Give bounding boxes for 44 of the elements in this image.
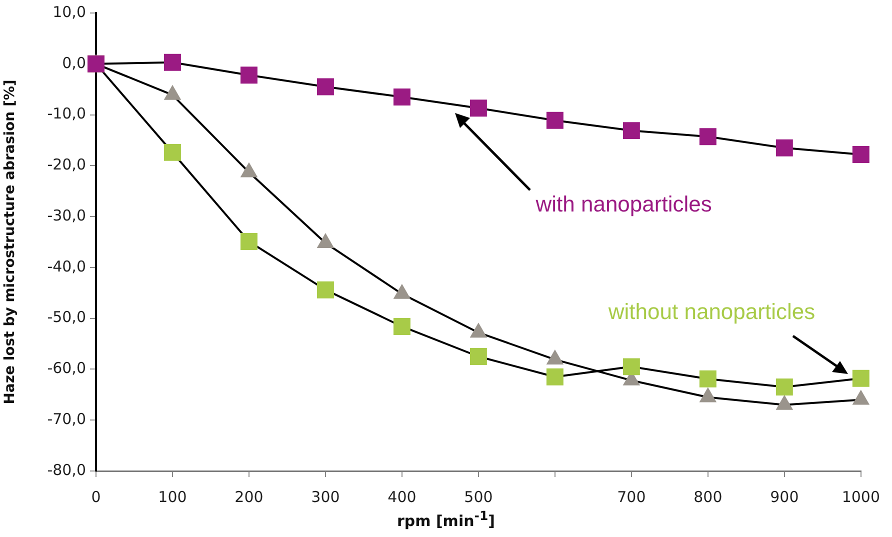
point <box>852 146 870 163</box>
point <box>164 54 181 71</box>
x-axis-title: rpm [min$^{-1}$] <box>396 508 496 530</box>
y-tick-label: -80,0 <box>47 460 86 479</box>
series-label: without nanoparticles <box>607 299 816 324</box>
y-tick-label: -50,0 <box>47 308 86 326</box>
x-tick-label: 100 <box>158 488 187 506</box>
point <box>393 88 410 106</box>
point <box>699 370 716 388</box>
point <box>393 318 410 335</box>
point <box>470 348 487 365</box>
y-tick-label: -20,0 <box>47 156 86 174</box>
x-tick-label: 700 <box>617 488 646 506</box>
x-tick-label: 800 <box>694 488 722 506</box>
point <box>622 358 640 376</box>
x-tick-label: 0 <box>91 488 101 506</box>
x-tick-label: 200 <box>234 488 264 506</box>
y-tick-label: -10,0 <box>47 104 86 123</box>
x-tick-label: 1000 <box>842 488 880 506</box>
point <box>240 66 258 84</box>
x-tick-label: 500 <box>464 488 493 506</box>
point <box>776 378 793 396</box>
y-tick-label: 10,0 <box>52 2 86 21</box>
point <box>470 100 487 117</box>
y-tick-label: -40,0 <box>47 257 86 276</box>
y-tick-label: -70,0 <box>47 410 86 428</box>
point <box>240 233 258 250</box>
x-tick-label: 900 <box>770 488 799 506</box>
y-axis-title: Haze lost by microstructure abrasion [%] <box>2 80 18 404</box>
point <box>776 139 793 156</box>
point <box>546 368 564 386</box>
point <box>546 112 564 129</box>
y-tick-label: -60,0 <box>47 359 86 378</box>
point <box>164 144 181 161</box>
point <box>316 281 334 298</box>
point <box>316 78 334 96</box>
x-tick-label: 400 <box>388 488 416 506</box>
point <box>852 370 870 387</box>
y-tick-label: 0,0 <box>62 54 86 72</box>
point <box>622 122 640 140</box>
point <box>699 128 716 146</box>
text: with nanoparticles <box>534 191 712 216</box>
y-tick-label: -30,0 <box>47 206 86 224</box>
x-tick-label: 300 <box>311 488 340 506</box>
